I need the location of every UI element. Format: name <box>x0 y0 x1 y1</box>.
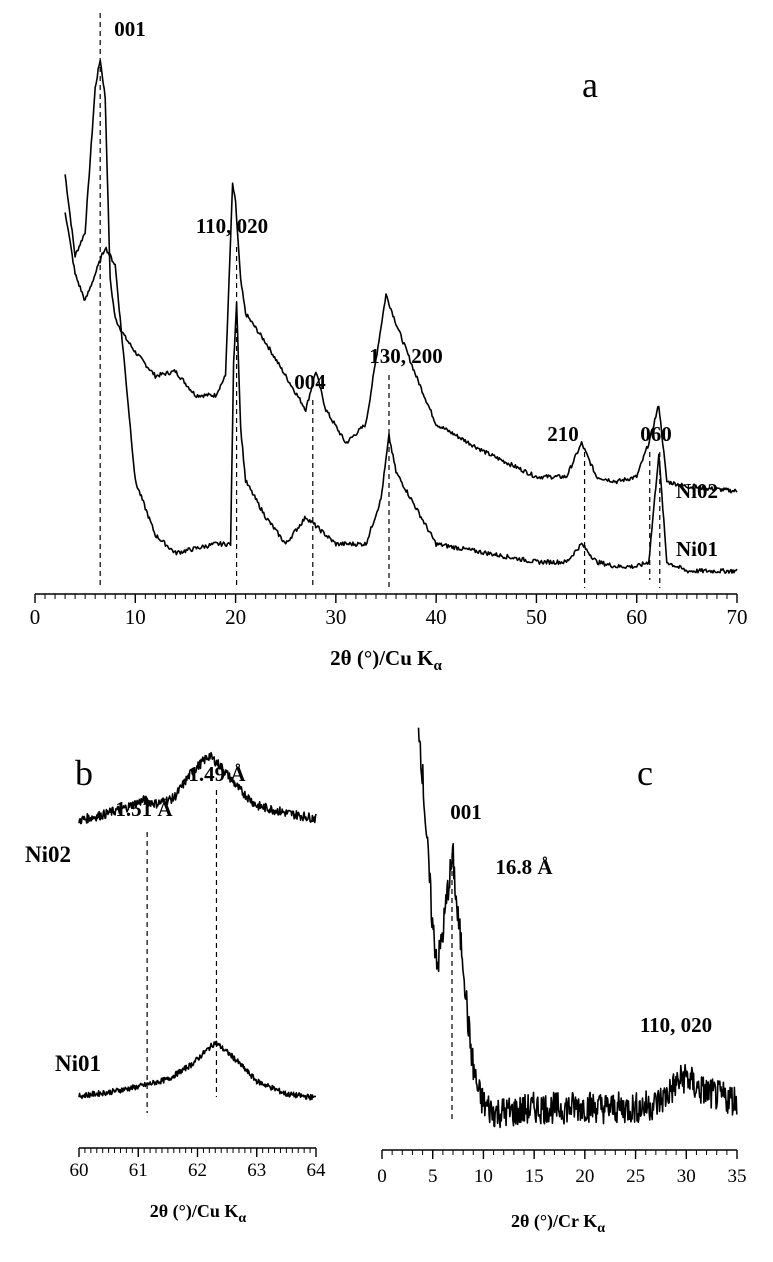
panel-c-x-tick-label: 20 <box>575 1166 594 1187</box>
panel-b-x-tick-label: 64 <box>307 1160 327 1181</box>
panel-c-x-axis: 0 5 10 15 20 25 30 35 <box>377 1149 747 1187</box>
peak-label-130200: 130, 200 <box>369 344 443 368</box>
panel-a-letter: a <box>582 65 598 105</box>
panel-c-x-tick-label: 0 <box>377 1166 387 1187</box>
panel-c-x-axis-title: 2θ (°)/Cr Kα <box>511 1211 605 1236</box>
panel-b-peak-labels: 1.51 Å 1.49 Å <box>115 762 246 821</box>
panel-b-x-tick-label: 62 <box>188 1160 207 1181</box>
panel-c-x-tick-label: 30 <box>677 1166 696 1187</box>
peak-label-210: 210 <box>547 422 579 446</box>
series-label-ni02-zoom: Ni02 <box>25 842 71 867</box>
panel-b-x-tick-label: 63 <box>247 1160 266 1181</box>
panel-a-peak-labels: 001 110, 020 004 130, 200 210 060 <box>114 17 672 446</box>
panel-c-x-tick-label: 5 <box>428 1166 438 1187</box>
panel-c-x-tick-label: 15 <box>525 1166 544 1187</box>
panel-c: c 001 16.8 Å 110, 020 0 5 10 15 20 25 30 35 2θ (°… <box>377 727 747 1236</box>
peak-label-110020: 110, 020 <box>196 214 268 238</box>
peak-label-1-49: 1.49 Å <box>188 762 246 786</box>
series-label-ni01-zoom: Ni01 <box>55 1051 101 1076</box>
panel-a-x-tick-label: 10 <box>125 605 146 629</box>
panel-a-x-tick-label: 60 <box>626 605 647 629</box>
panel-b-peak-lines <box>146 790 218 1113</box>
series-ni01-line <box>64 212 738 574</box>
panel-a-x-tick-label: 70 <box>727 605 748 629</box>
panel-c-letter: c <box>637 753 653 793</box>
peak-label-16-8: 16.8 Å <box>495 855 553 879</box>
series-label-ni01: Ni01 <box>676 537 718 561</box>
panel-b-x-axis-title: 2θ (°)/Cu Kα <box>150 1201 247 1226</box>
panel-b-series-labels: Ni02 Ni01 <box>25 842 101 1076</box>
panel-b-x-axis: 60 61 62 63 64 <box>70 1147 327 1181</box>
panel-c-x-tick-label: 10 <box>474 1166 493 1187</box>
peak-label-1-51: 1.51 Å <box>115 797 173 821</box>
peak-label-004: 004 <box>294 370 326 394</box>
panel-c-x-tick-label: 25 <box>626 1166 645 1187</box>
panel-b-series <box>78 751 317 1101</box>
panel-a-x-tick-label: 0 <box>30 605 41 629</box>
panel-a-x-tick-label: 50 <box>526 605 547 629</box>
panel-a-x-tick-label: 20 <box>225 605 246 629</box>
panel-b-x-tick-label: 60 <box>70 1160 89 1181</box>
panel-a-x-axis: 0 10 20 30 40 50 60 70 <box>30 593 748 629</box>
panel-a-series-labels: Ni02 Ni01 <box>676 479 718 561</box>
panel-b: b 1.51 Å 1.49 Å Ni02 Ni01 60 61 62 63 64 2θ (°… <box>25 751 327 1226</box>
panel-c-x-tick-label: 35 <box>728 1166 747 1187</box>
panel-a-x-tick-label: 30 <box>325 605 346 629</box>
peak-label-001-cr: 001 <box>450 800 482 824</box>
panel-b-letter: b <box>75 753 93 793</box>
peak-label-001: 001 <box>114 17 146 41</box>
series-ni02-line <box>64 59 738 494</box>
panel-c-peak-labels: 001 16.8 Å 110, 020 <box>450 800 712 1037</box>
peak-label-060: 060 <box>640 422 672 446</box>
panel-a-series <box>64 59 738 574</box>
panel-a-x-axis-title: 2θ (°)/Cu Kα <box>330 646 442 674</box>
series-ni02-zoom-line <box>78 751 317 825</box>
panel-b-x-tick-label: 61 <box>129 1160 148 1181</box>
series-label-ni02: Ni02 <box>676 479 718 503</box>
panel-a-x-tick-label: 40 <box>426 605 447 629</box>
series-cr-line <box>417 727 738 1129</box>
series-ni01-zoom-line <box>78 1040 317 1101</box>
panel-c-series <box>417 727 738 1129</box>
peak-label-110-020-cr: 110, 020 <box>640 1013 712 1037</box>
